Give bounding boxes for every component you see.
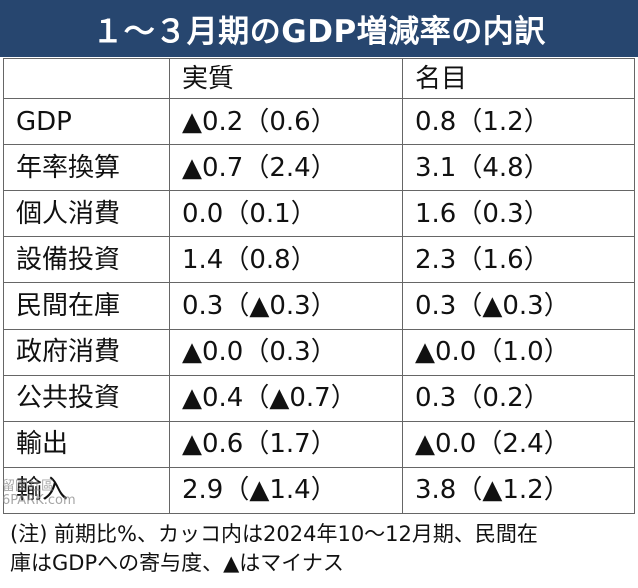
table-row: 民間在庫 0.3（▲0.3） 0.3（▲0.3） xyxy=(3,282,635,330)
row-label: 設備投資 xyxy=(3,236,170,284)
footnote-line: 庫はGDPへの寄与度、▲はマイナス xyxy=(10,551,344,575)
row-label: 年率換算 xyxy=(3,144,170,192)
header-nominal: 名目 xyxy=(402,57,635,100)
row-label: GDP xyxy=(3,98,170,146)
nominal-value: 3.1（4.8） xyxy=(402,144,635,192)
real-value: 0.3（▲0.3） xyxy=(169,282,403,330)
row-label: 輸入 xyxy=(3,466,170,515)
real-value: ▲0.4（▲0.7） xyxy=(169,374,403,422)
real-value: 2.9（▲1.4） xyxy=(169,466,403,515)
table-title: １～３月期のGDP増減率の内訳 xyxy=(0,0,638,57)
row-label: 民間在庫 xyxy=(3,282,170,330)
row-label: 公共投資 xyxy=(3,374,170,422)
table-row: 設備投資 1.4（0.8） 2.3（1.6） xyxy=(3,236,635,284)
row-label: 政府消費 xyxy=(3,328,170,376)
table-row: 輸出 ▲0.6（1.7） ▲0.0（2.4） xyxy=(3,420,635,468)
real-value: ▲0.2（0.6） xyxy=(169,98,403,146)
nominal-value: 0.3（0.2） xyxy=(402,374,635,422)
gdp-breakdown-table: 実質 名目 GDP ▲0.2（0.6） 0.8（1.2） 年率換算 ▲0.7（2… xyxy=(3,57,635,515)
row-label: 輸出 xyxy=(3,420,170,468)
header-real: 実質 xyxy=(169,57,403,100)
watermark: 留園社區 6PARK.com xyxy=(2,480,76,508)
nominal-value: 1.6（0.3） xyxy=(402,190,635,238)
header-row: 実質 名目 xyxy=(3,57,635,100)
real-value: 1.4（0.8） xyxy=(169,236,403,284)
table-row: GDP ▲0.2（0.6） 0.8（1.2） xyxy=(3,98,635,146)
real-value: ▲0.0（0.3） xyxy=(169,328,403,376)
row-label: 個人消費 xyxy=(3,190,170,238)
watermark-line: 6PARK.com xyxy=(2,493,76,508)
real-value: ▲0.7（2.4） xyxy=(169,144,403,192)
table-row: 政府消費 ▲0.0（0.3） ▲0.0（1.0） xyxy=(3,328,635,376)
table-row: 公共投資 ▲0.4（▲0.7） 0.3（0.2） xyxy=(3,374,635,422)
real-value: 0.0（0.1） xyxy=(169,190,403,238)
table-row: 輸入 2.9（▲1.4） 3.8（▲1.2） xyxy=(3,466,635,515)
real-value: ▲0.6（1.7） xyxy=(169,420,403,468)
nominal-value: 3.8（▲1.2） xyxy=(402,466,635,515)
table-row: 年率換算 ▲0.7（2.4） 3.1（4.8） xyxy=(3,144,635,192)
nominal-value: ▲0.0（1.0） xyxy=(402,328,635,376)
watermark-line: 留園社區 xyxy=(2,479,55,494)
header-cell-empty xyxy=(3,57,170,100)
footnote-line: (注) 前期比%、カッコ内は2024年10～12月期、民間在 xyxy=(10,522,538,546)
nominal-value: 0.8（1.2） xyxy=(402,98,635,146)
nominal-value: ▲0.0（2.4） xyxy=(402,420,635,468)
nominal-value: 0.3（▲0.3） xyxy=(402,282,635,330)
table-row: 個人消費 0.0（0.1） 1.6（0.3） xyxy=(3,190,635,238)
nominal-value: 2.3（1.6） xyxy=(402,236,635,284)
footnote: (注) 前期比%、カッコ内は2024年10～12月期、民間在 庫はGDPへの寄与… xyxy=(10,520,630,578)
